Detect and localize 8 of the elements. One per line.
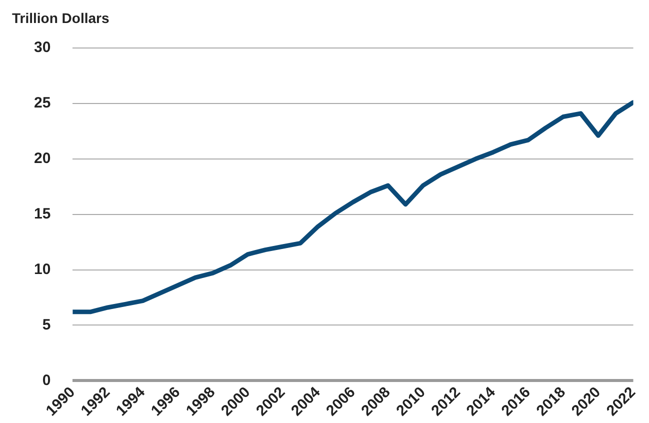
y-axis-title: Trillion Dollars [12,10,110,26]
y-tick-label: 20 [34,150,51,168]
y-tick-label: 10 [34,260,51,278]
y-tick-label: 0 [42,372,51,389]
y-tick-label: 25 [34,94,51,112]
y-tick-label: 30 [34,39,51,56]
y-tick-label: 5 [42,316,51,334]
y-tick-label: 15 [34,205,51,222]
